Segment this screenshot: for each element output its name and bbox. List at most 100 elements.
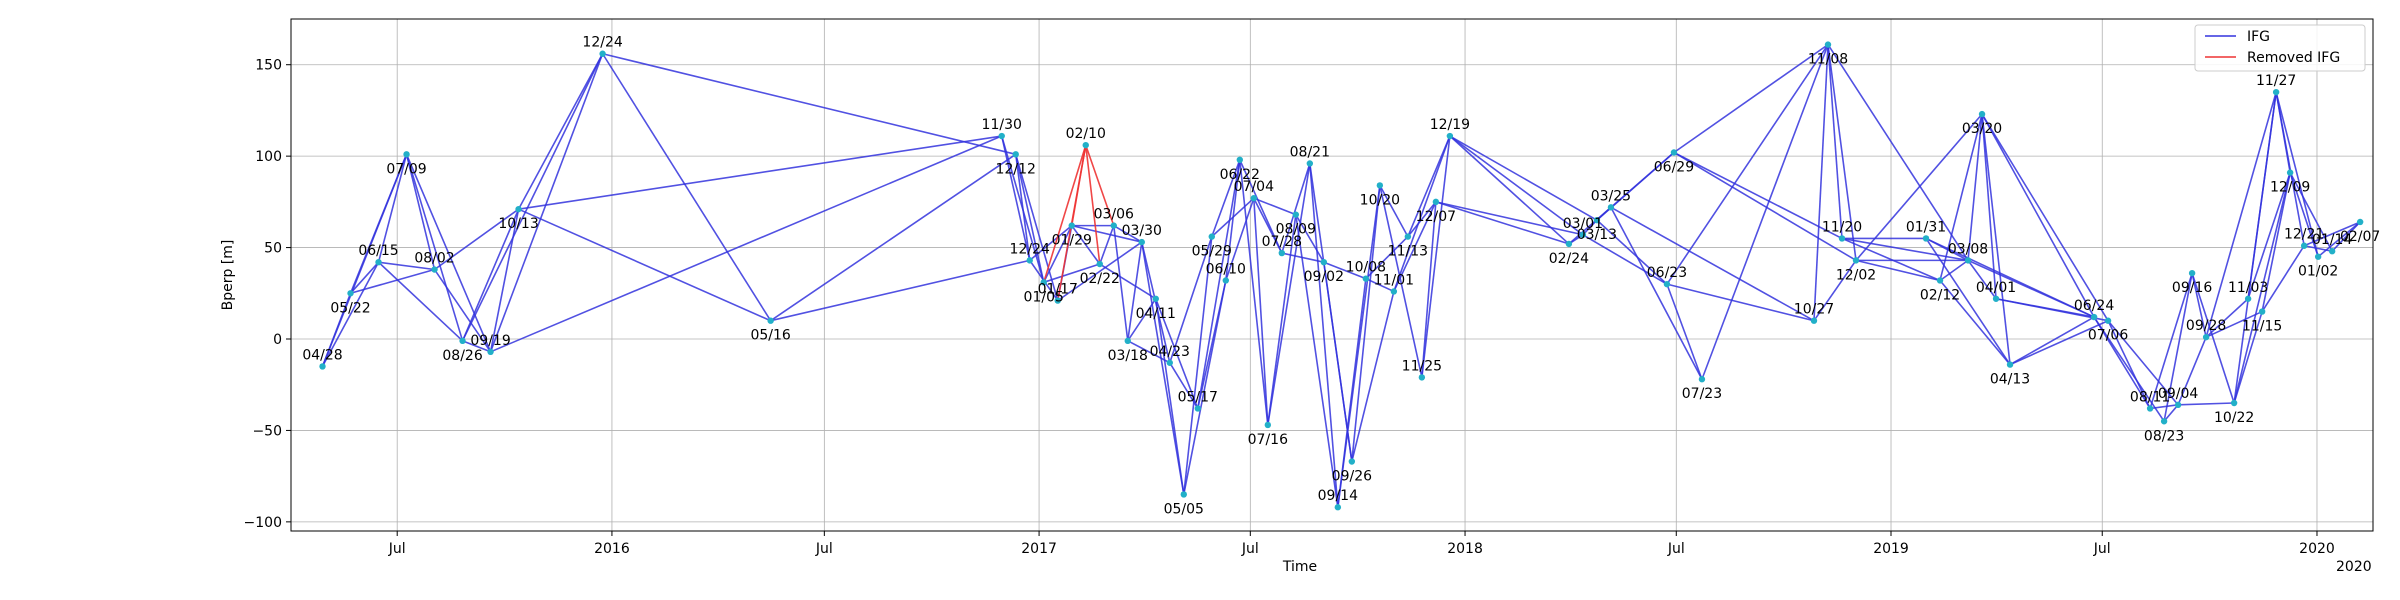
ifg-line bbox=[1126, 241, 1143, 341]
acquisition-point bbox=[2356, 218, 2364, 226]
acquisition-point bbox=[459, 337, 466, 345]
acquisition-date-label: 01/29 bbox=[1052, 233, 1092, 249]
legend-box bbox=[2194, 24, 2366, 72]
ifg-line bbox=[1351, 185, 1381, 462]
acquisition-date-label: 03/20 bbox=[1962, 121, 2002, 137]
acquisition-point bbox=[2146, 405, 2154, 412]
acquisition-point bbox=[1593, 216, 1601, 224]
ifg-line bbox=[377, 261, 464, 342]
ifg-line bbox=[1813, 44, 1829, 321]
acquisition-date-label: 01/05 bbox=[1024, 289, 1064, 305]
acquisition-point bbox=[2286, 169, 2294, 176]
ifg-line bbox=[1337, 185, 1381, 508]
ifg-line bbox=[1967, 114, 1983, 261]
acquisition-date-label: 01/02 bbox=[2298, 264, 2338, 280]
x-axis-ticks: Jul 2016 Jul 2017 Jul 2018 Jul 2019 Jul 2020 bbox=[388, 531, 2335, 557]
acquisition-point bbox=[2104, 317, 2112, 324]
ifg-line bbox=[1925, 237, 2011, 366]
acquisition-point bbox=[1208, 233, 1215, 240]
ifg-line bbox=[1995, 297, 2109, 322]
ifg-line bbox=[1295, 214, 1339, 508]
acquisition-date-label: 11/13 bbox=[1388, 244, 1428, 260]
ifg-line bbox=[1169, 236, 1213, 364]
legend-ifg-label: IFG bbox=[2247, 29, 2270, 45]
acquisition-point bbox=[1236, 156, 1244, 163]
acquisition-point bbox=[1824, 41, 1832, 48]
acquisition-point bbox=[1670, 149, 1678, 156]
acquisition-date-label: 12/09 bbox=[2270, 180, 2310, 196]
legend: IFG Removed IFG bbox=[2194, 24, 2366, 72]
acquisition-date-label: 10/13 bbox=[498, 216, 538, 232]
ifg-line bbox=[1351, 291, 1395, 462]
ifg-line bbox=[2093, 316, 2165, 422]
ifg-line bbox=[377, 154, 408, 263]
acquisition-point bbox=[1068, 222, 1075, 229]
ifg-line bbox=[1813, 259, 1857, 322]
acquisition-date-label: 07/28 bbox=[1262, 234, 1302, 250]
acquisition-point bbox=[1264, 421, 1272, 429]
ifg-line bbox=[490, 135, 1003, 353]
acquisition-point bbox=[375, 259, 382, 266]
acquisition-point bbox=[2160, 418, 2168, 425]
ifg-line bbox=[1225, 197, 1255, 281]
acquisition-date-label: 09/02 bbox=[1304, 269, 1344, 285]
acquisition-point bbox=[1446, 132, 1454, 140]
ifg-line bbox=[1610, 206, 1703, 380]
acquisition-point bbox=[2244, 295, 2252, 302]
ifg-line bbox=[1127, 298, 1157, 342]
ifg-line bbox=[601, 53, 772, 322]
acquisition-points bbox=[319, 41, 2364, 511]
ifg-line bbox=[2289, 172, 2319, 257]
acquisition-date-label: 06/29 bbox=[1654, 159, 1694, 175]
acquisition-point bbox=[599, 50, 606, 57]
ifg-line bbox=[1127, 340, 1171, 364]
y-tick-label: 50 bbox=[264, 241, 282, 257]
acquisition-point bbox=[1250, 195, 1258, 202]
acquisition-point bbox=[1852, 257, 1860, 264]
ifg-line bbox=[1169, 362, 1199, 409]
x-tick-label: 2019 bbox=[1873, 541, 1909, 557]
ifg-line bbox=[1449, 135, 1598, 221]
acquisition-point bbox=[1964, 257, 1972, 264]
acquisition-point bbox=[403, 151, 410, 158]
ifg-line bbox=[1967, 259, 1997, 300]
ifg-line bbox=[1582, 234, 1668, 285]
acquisition-point bbox=[1026, 257, 1033, 264]
ifg-line bbox=[1267, 214, 1297, 426]
acquisition-date-label: 03/18 bbox=[1108, 348, 1148, 364]
y-axis-label: Bperp [m] bbox=[220, 240, 236, 311]
ifg-line bbox=[1323, 261, 1367, 280]
acquisition-point bbox=[1012, 151, 1019, 158]
ifg-line bbox=[1827, 44, 1969, 261]
acquisition-point bbox=[515, 205, 522, 213]
y-tick-label: −50 bbox=[252, 423, 282, 439]
ifg-line bbox=[1981, 113, 2109, 322]
acquisition-point bbox=[1082, 141, 1089, 149]
x-axis-label: Time bbox=[1282, 559, 1317, 575]
acquisition-point bbox=[1362, 275, 1370, 282]
x-offset-label: 2020 bbox=[2336, 559, 2372, 575]
acquisition-point bbox=[2300, 242, 2308, 249]
acquisition-date-label: 10/08 bbox=[1346, 260, 1386, 276]
ifg-line bbox=[1967, 259, 2095, 318]
ifg-line bbox=[1014, 154, 1059, 301]
acquisition-point bbox=[2006, 361, 2014, 368]
ifg-line bbox=[1393, 135, 1451, 292]
y-tick-label: 150 bbox=[255, 58, 282, 74]
ifg-line bbox=[2205, 298, 2249, 338]
acquisition-point bbox=[1194, 405, 1201, 412]
ifg-line bbox=[349, 261, 380, 294]
acquisition-point bbox=[1222, 277, 1229, 284]
ifg-line bbox=[2205, 91, 2277, 338]
ifg-line bbox=[518, 135, 1002, 210]
ifg-line bbox=[1071, 224, 1142, 243]
ifg-line bbox=[1211, 159, 1241, 237]
ifg-line bbox=[1841, 237, 1969, 262]
ifg-line bbox=[1421, 201, 1437, 378]
ifg-line bbox=[1666, 44, 1829, 285]
x-tick-label: Jul bbox=[1667, 541, 1685, 557]
acquisition-date-label: 02/07 bbox=[2340, 229, 2380, 245]
acquisition-point bbox=[1432, 198, 1440, 206]
ifg-line bbox=[1295, 214, 1325, 263]
